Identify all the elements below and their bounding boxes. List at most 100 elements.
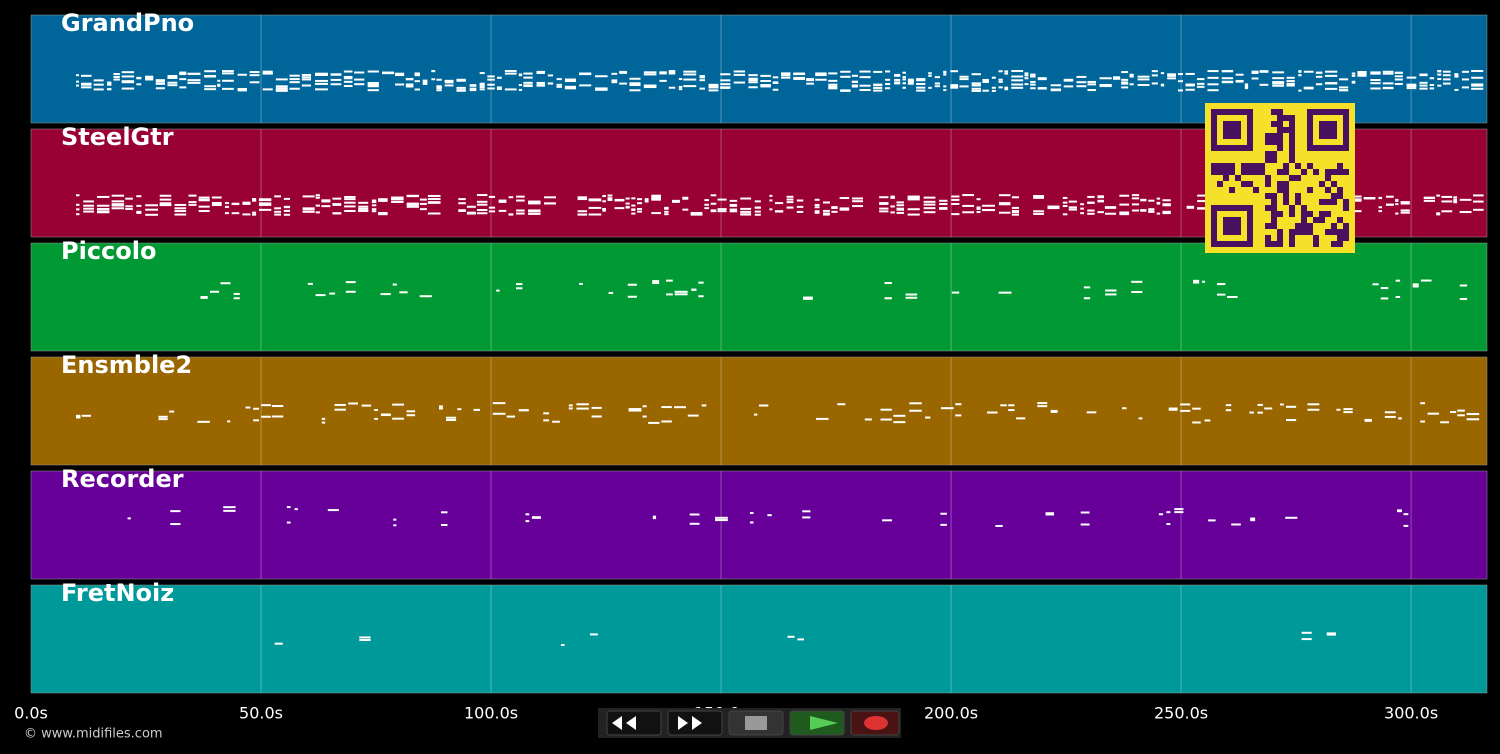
note bbox=[1087, 89, 1096, 92]
qr-module bbox=[1247, 169, 1253, 175]
note bbox=[602, 195, 606, 198]
note bbox=[1412, 283, 1419, 286]
note bbox=[1076, 85, 1087, 88]
note bbox=[1244, 87, 1249, 90]
note bbox=[652, 515, 657, 518]
note bbox=[864, 418, 872, 421]
note bbox=[262, 70, 273, 73]
note bbox=[344, 198, 356, 201]
note bbox=[1186, 205, 1195, 208]
note bbox=[976, 206, 981, 209]
note bbox=[916, 78, 926, 81]
qr-module bbox=[1265, 133, 1271, 139]
qr-module bbox=[1313, 169, 1319, 175]
note bbox=[1087, 212, 1095, 215]
note bbox=[1357, 73, 1367, 76]
qr-module bbox=[1307, 223, 1313, 229]
qr-module bbox=[1283, 169, 1289, 175]
note bbox=[1050, 88, 1062, 91]
note bbox=[666, 293, 673, 296]
note bbox=[528, 210, 541, 213]
note bbox=[289, 87, 300, 90]
note bbox=[552, 420, 560, 423]
qr-module bbox=[1283, 115, 1289, 121]
note bbox=[289, 81, 300, 84]
note bbox=[525, 513, 530, 516]
note bbox=[1083, 297, 1091, 300]
note bbox=[1473, 200, 1484, 203]
note bbox=[496, 76, 502, 79]
note bbox=[814, 211, 820, 214]
note bbox=[315, 204, 320, 207]
note bbox=[1122, 407, 1127, 410]
note bbox=[518, 409, 529, 412]
note bbox=[896, 201, 905, 204]
note bbox=[1250, 519, 1256, 522]
note bbox=[717, 210, 727, 213]
rewind-button[interactable] bbox=[606, 710, 662, 736]
note bbox=[345, 290, 356, 293]
note bbox=[358, 209, 369, 212]
note bbox=[879, 207, 889, 210]
note bbox=[950, 85, 959, 88]
note bbox=[249, 74, 260, 77]
note bbox=[405, 83, 414, 86]
note bbox=[506, 415, 516, 418]
x-tick-label: 200.0s bbox=[924, 704, 978, 723]
qr-module bbox=[1229, 163, 1235, 169]
note bbox=[155, 82, 165, 85]
note bbox=[113, 75, 120, 78]
note bbox=[315, 196, 320, 199]
note bbox=[81, 414, 91, 417]
note bbox=[274, 207, 282, 210]
note bbox=[343, 80, 353, 83]
note bbox=[902, 76, 906, 79]
note bbox=[155, 79, 165, 82]
forward-button[interactable] bbox=[667, 710, 723, 736]
note bbox=[971, 89, 981, 92]
note bbox=[916, 89, 926, 92]
note bbox=[145, 213, 158, 216]
qr-module bbox=[1277, 181, 1283, 187]
note bbox=[1129, 73, 1134, 76]
qr-module bbox=[1295, 223, 1301, 229]
note bbox=[252, 213, 257, 216]
note bbox=[204, 70, 217, 73]
note bbox=[252, 211, 257, 214]
note bbox=[959, 78, 969, 81]
note bbox=[907, 198, 920, 201]
note bbox=[258, 202, 272, 205]
note bbox=[1068, 206, 1077, 209]
note bbox=[786, 201, 794, 204]
note bbox=[476, 203, 488, 206]
note bbox=[76, 203, 80, 206]
note bbox=[1099, 85, 1112, 88]
note bbox=[1427, 412, 1439, 415]
qr-module bbox=[1271, 139, 1277, 145]
note bbox=[1420, 420, 1425, 423]
note bbox=[283, 197, 291, 200]
note bbox=[907, 82, 914, 85]
qr-module bbox=[1253, 187, 1259, 193]
note bbox=[344, 201, 356, 204]
qr-module bbox=[1331, 199, 1337, 205]
note bbox=[1024, 83, 1029, 86]
note bbox=[80, 82, 92, 85]
note bbox=[187, 81, 201, 84]
note bbox=[1104, 212, 1117, 215]
note bbox=[786, 195, 794, 198]
note bbox=[699, 79, 705, 82]
note bbox=[274, 642, 283, 645]
stop-button[interactable] bbox=[728, 710, 784, 736]
note bbox=[1193, 279, 1200, 282]
note bbox=[1185, 88, 1195, 91]
note bbox=[476, 209, 488, 212]
note bbox=[1324, 74, 1338, 77]
qr-module bbox=[1277, 187, 1283, 193]
note bbox=[982, 209, 996, 212]
play-button[interactable] bbox=[789, 710, 845, 736]
note bbox=[274, 210, 282, 213]
record-button[interactable] bbox=[850, 710, 900, 736]
note bbox=[1286, 419, 1297, 422]
